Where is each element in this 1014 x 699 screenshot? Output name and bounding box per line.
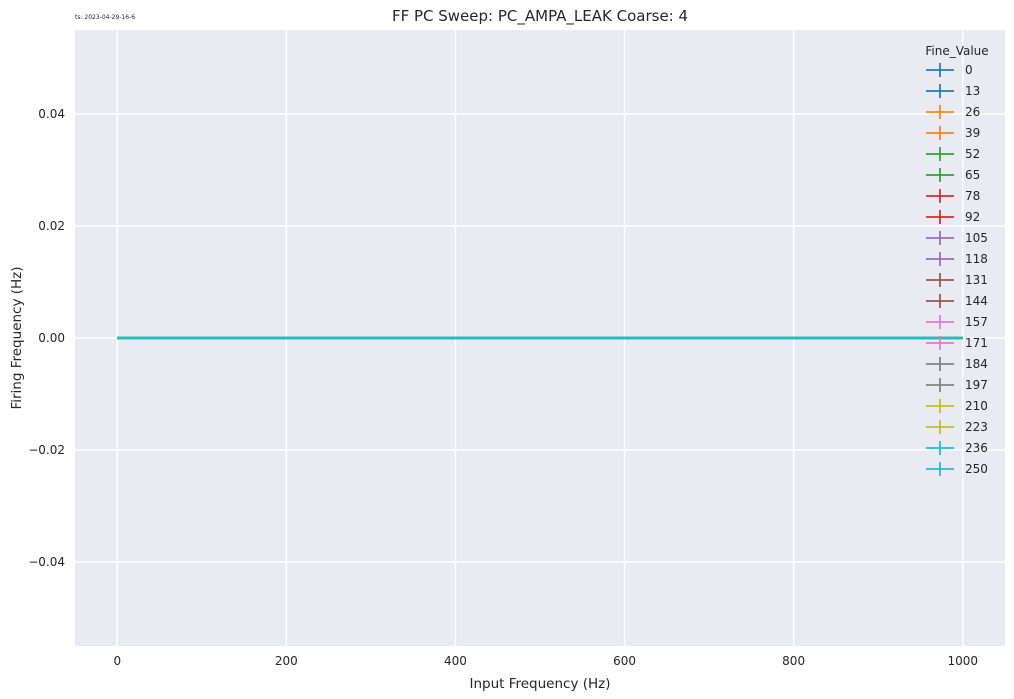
legend-entry-157: 157 [926, 315, 988, 329]
legend-label: 197 [965, 378, 988, 392]
legend: Fine_Value 0 13 26 39 52 65 78 92 105 118 131 144 15… [925, 44, 989, 476]
legend-entry-236: 236 [926, 441, 988, 455]
y-axis-label: Firing Frequency (Hz) [9, 266, 25, 409]
legend-label: 105 [965, 231, 988, 245]
legend-label: 250 [965, 462, 988, 476]
y-axis-ticks: −0.04 −0.02 0.00 0.02 0.04 [28, 107, 65, 569]
legend-label: 26 [965, 105, 980, 119]
legend-entry-52: 52 [926, 147, 980, 161]
legend-label: 171 [965, 336, 988, 350]
x-axis-ticks: 0 200 400 600 800 1000 [113, 654, 978, 668]
legend-label: 78 [965, 189, 980, 203]
legend-label: 13 [965, 84, 980, 98]
x-tick-label: 1000 [947, 654, 978, 668]
legend-label: 210 [965, 399, 988, 413]
legend-entry-171: 171 [926, 336, 988, 350]
x-tick-label: 200 [275, 654, 298, 668]
y-tick-label: −0.04 [28, 555, 65, 569]
legend-label: 144 [965, 294, 988, 308]
y-tick-label: 0.04 [38, 107, 65, 121]
y-tick-label: −0.02 [28, 443, 65, 457]
legend-label: 118 [965, 252, 988, 266]
legend-entry-197: 197 [926, 378, 988, 392]
x-tick-label: 400 [444, 654, 467, 668]
legend-label: 39 [965, 126, 980, 140]
y-tick-label: 0.02 [38, 219, 65, 233]
grid-lines [75, 30, 1005, 646]
legend-entry-184: 184 [926, 357, 988, 371]
legend-label: 223 [965, 420, 988, 434]
legend-entry-144: 144 [926, 294, 988, 308]
legend-entry-223: 223 [926, 420, 988, 434]
legend-entry-0: 0 [926, 63, 973, 77]
legend-label: 184 [965, 357, 988, 371]
legend-entry-210: 210 [926, 399, 988, 413]
legend-entry-39: 39 [926, 126, 980, 140]
timestamp-label: ts: 2023-04-29-16-6 [75, 14, 136, 21]
legend-entry-118: 118 [926, 252, 988, 266]
legend-label: 236 [965, 441, 988, 455]
legend-entry-65: 65 [926, 168, 980, 182]
legend-label: 65 [965, 168, 980, 182]
legend-entry-131: 131 [926, 273, 988, 287]
chart-title: FF PC Sweep: PC_AMPA_LEAK Coarse: 4 [392, 7, 688, 26]
legend-entry-26: 26 [926, 105, 980, 119]
legend-title: Fine_Value [925, 44, 988, 58]
y-tick-label: 0.00 [38, 331, 65, 345]
legend-entry-105: 105 [926, 231, 988, 245]
legend-label: 52 [965, 147, 980, 161]
legend-label: 131 [965, 273, 988, 287]
legend-entry-78: 78 [926, 189, 980, 203]
legend-entry-250: 250 [926, 462, 988, 476]
x-axis-label: Input Frequency (Hz) [469, 676, 610, 692]
legend-label: 0 [965, 63, 973, 77]
legend-entry-92: 92 [926, 210, 980, 224]
legend-entry-13: 13 [926, 84, 980, 98]
legend-label: 157 [965, 315, 988, 329]
x-tick-label: 800 [782, 654, 805, 668]
legend-label: 92 [965, 210, 980, 224]
x-tick-label: 0 [113, 654, 121, 668]
x-tick-label: 600 [613, 654, 636, 668]
